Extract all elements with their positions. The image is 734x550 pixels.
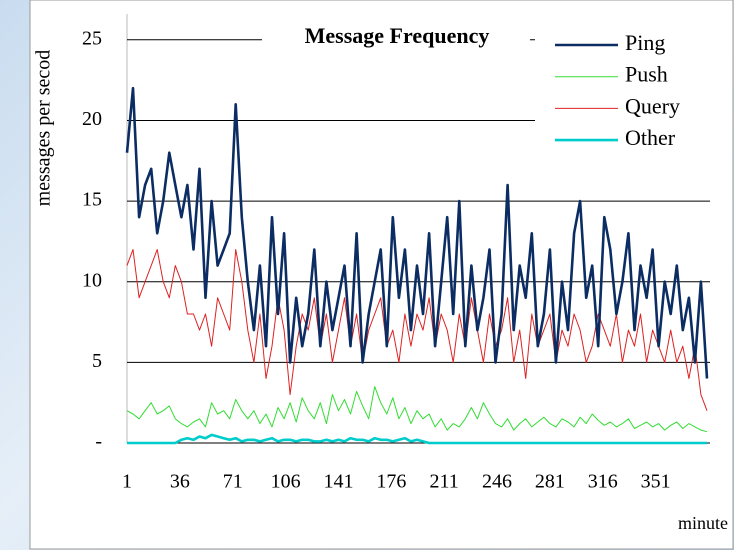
x-tick-label: 106 bbox=[271, 471, 301, 493]
x-tick-label: 71 bbox=[223, 471, 243, 493]
legend: Ping Push Query Other bbox=[555, 30, 680, 150]
legend-label: Other bbox=[625, 125, 676, 150]
x-tick-label: 316 bbox=[588, 471, 618, 493]
x-tick-label: 211 bbox=[430, 471, 459, 493]
legend-label: Push bbox=[625, 62, 668, 87]
x-tick-label: 176 bbox=[376, 471, 406, 493]
y-tick-label: 25 bbox=[82, 27, 102, 49]
legend-background bbox=[535, 20, 713, 170]
y-tick-label: 10 bbox=[82, 269, 102, 291]
chart-title: Message Frequency bbox=[305, 23, 490, 48]
x-tick-label: 281 bbox=[535, 471, 565, 493]
y-tick-label: - bbox=[95, 431, 102, 453]
y-axis-label: messages per secod bbox=[33, 50, 55, 207]
series-line bbox=[126, 249, 708, 411]
legend-label: Ping bbox=[625, 30, 665, 55]
x-tick-label: 1 bbox=[122, 471, 132, 493]
y-tick-label: 20 bbox=[82, 108, 102, 130]
x-tick-label: 351 bbox=[641, 471, 671, 493]
x-tick-label: 246 bbox=[482, 471, 512, 493]
y-tick-label: 15 bbox=[82, 189, 102, 211]
series-line bbox=[126, 386, 708, 433]
plot-area: - 5 10 15 20 25 1 36 71 106 141 176 211 246 281 316 351 bbox=[82, 14, 710, 493]
title-background bbox=[262, 20, 530, 56]
x-tick-label: 141 bbox=[323, 471, 353, 493]
y-tick-label: 5 bbox=[92, 350, 102, 372]
x-tick-label: 36 bbox=[170, 471, 190, 493]
x-axis-label: minute bbox=[678, 513, 728, 533]
series-line bbox=[127, 433, 707, 445]
series-line bbox=[125, 86, 709, 379]
legend-label: Query bbox=[625, 93, 680, 118]
